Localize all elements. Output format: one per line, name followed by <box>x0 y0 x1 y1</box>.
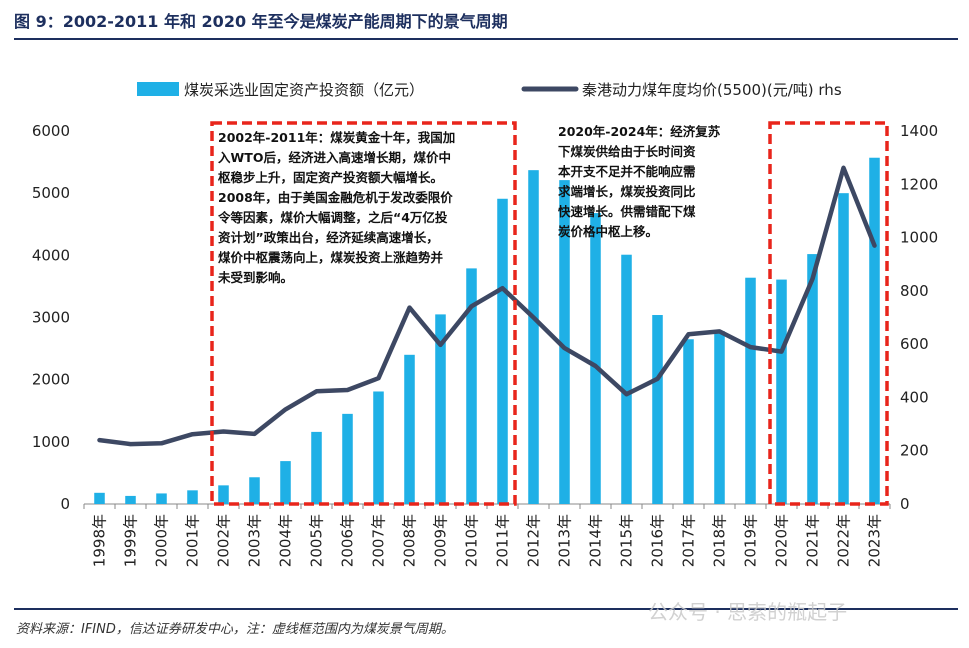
x-tick-2021年: 2021年 <box>804 514 822 567</box>
bar-2019年 <box>745 277 756 504</box>
y-left-tick-0: 0 <box>60 495 70 513</box>
bar-2007年 <box>373 391 384 504</box>
bar-2015年 <box>621 254 632 504</box>
x-tick-2002年: 2002年 <box>215 514 233 567</box>
bar-2002年 <box>218 485 229 504</box>
source-note: 资料来源：IFIND，信达证券研发中心，注：虚线框范围内为煤炭景气周期。 <box>16 622 454 637</box>
bar-2000年 <box>156 493 167 504</box>
x-tick-2017年: 2017年 <box>680 514 698 567</box>
highlight-box-2 <box>768 121 889 506</box>
bar-2001年 <box>187 490 198 504</box>
bar-2005年 <box>311 431 322 504</box>
x-tick-1998年: 1998年 <box>91 514 109 567</box>
legend-bar-swatch <box>137 82 179 96</box>
bar-series <box>94 157 880 505</box>
legend-line-label: 秦港动力煤年度均价(5500)(元/吨) rhs <box>582 81 842 99</box>
legend: 煤炭采选业固定资产投资额（亿元） 秦港动力煤年度均价(5500)(元/吨) rh… <box>137 81 842 99</box>
y-left-tick-2000: 2000 <box>32 371 70 389</box>
y-right-tick-1200: 1200 <box>900 175 938 193</box>
x-tick-2018年: 2018年 <box>711 514 729 567</box>
bar-2013年 <box>559 180 570 504</box>
bar-1998年 <box>94 492 105 504</box>
y-left-tick-1000: 1000 <box>32 433 70 451</box>
bar-2004年 <box>280 461 291 504</box>
annotation-2002-2011: 2002年-2011年：煤炭黄金十年，我国加入WTO后，经济进入高速增长期，煤价… <box>217 130 455 285</box>
x-tick-1999年: 1999年 <box>122 514 140 567</box>
bar-2017年 <box>683 339 694 504</box>
x-tick-2016年: 2016年 <box>649 514 667 567</box>
bar-1999年 <box>125 495 136 504</box>
y-right-tick-400: 400 <box>900 388 929 406</box>
y-right-tick-200: 200 <box>900 442 929 460</box>
price-line <box>97 165 877 447</box>
bar-2014年 <box>590 213 601 504</box>
bar-2020年 <box>776 279 787 504</box>
x-tick-2020年: 2020年 <box>773 514 791 567</box>
y-left-tick-5000: 5000 <box>32 184 70 202</box>
y-left-tick-3000: 3000 <box>32 309 70 327</box>
bar-2003年 <box>249 477 260 504</box>
y-right-tick-1400: 1400 <box>900 122 938 140</box>
annotation-2020-2024: 2020年-2024年：经济复苏下煤炭供给由于长时间资本开支不足并不能响应需求端… <box>558 124 721 239</box>
highlight-boxes <box>210 121 889 506</box>
y-right-tick-800: 800 <box>900 282 929 300</box>
x-tick-2011年: 2011年 <box>494 514 512 567</box>
x-tick-2013年: 2013年 <box>556 514 574 567</box>
x-tick-2005年: 2005年 <box>308 514 326 567</box>
x-tick-2012年: 2012年 <box>525 514 543 567</box>
x-tick-2019年: 2019年 <box>742 514 760 567</box>
annotations: 2002年-2011年：煤炭黄金十年，我国加入WTO后，经济进入高速增长期，煤价… <box>217 124 721 285</box>
bar-2009年 <box>435 314 446 504</box>
x-tick-2015年: 2015年 <box>618 514 636 567</box>
x-tick-2014年: 2014年 <box>587 514 605 567</box>
x-tick-2022年: 2022年 <box>835 514 853 567</box>
x-tick-2008年: 2008年 <box>401 514 419 567</box>
y-left-tick-4000: 4000 <box>32 246 70 264</box>
line-series <box>97 165 877 447</box>
y-right-tick-1000: 1000 <box>900 229 938 247</box>
y-axis-left-labels: 0 1000 2000 3000 4000 5000 6000 <box>32 122 70 513</box>
x-tick-2007年: 2007年 <box>370 514 388 567</box>
x-tick-2006年: 2006年 <box>339 514 357 567</box>
bar-2023年 <box>869 157 880 504</box>
legend-bar-label: 煤炭采选业固定资产投资额（亿元） <box>184 81 424 99</box>
bar-2022年 <box>838 193 849 504</box>
x-tick-2000年: 2000年 <box>153 514 171 567</box>
bar-2008年 <box>404 354 415 504</box>
x-tick-2009年: 2009年 <box>432 514 450 567</box>
y-left-tick-6000: 6000 <box>32 122 70 140</box>
x-tick-2010年: 2010年 <box>463 514 481 567</box>
highlight-box-1 <box>210 121 517 506</box>
x-axis-labels: 1998年 1999年 2000年 2001年 2002年 2003年 2004年 2005年… <box>91 514 884 567</box>
bar-2018年 <box>714 331 725 504</box>
x-tick-2004年: 2004年 <box>277 514 295 567</box>
title-rule <box>14 38 958 40</box>
x-tick-2001年: 2001年 <box>184 514 202 567</box>
x-tick-2023年: 2023年 <box>866 514 884 567</box>
bar-2011年 <box>497 198 508 505</box>
y-right-tick-0: 0 <box>900 495 910 513</box>
y-right-tick-600: 600 <box>900 335 929 353</box>
source-rule <box>14 608 958 610</box>
bar-2006年 <box>342 413 353 504</box>
figure-title: 图 9：2002-2011 年和 2020 年至今是煤炭产能周期下的景气周期 <box>14 12 508 31</box>
watermark: 公众号 · 思索的瓶起子 <box>648 600 848 624</box>
bar-2021年 <box>807 254 818 504</box>
bar-2012年 <box>528 170 539 505</box>
x-tick-2003年: 2003年 <box>246 514 264 567</box>
y-axis-right-labels: 0 200 400 600 800 1000 1200 1400 <box>900 122 938 513</box>
bar-2010年 <box>466 268 477 504</box>
bar-2016年 <box>652 315 663 504</box>
